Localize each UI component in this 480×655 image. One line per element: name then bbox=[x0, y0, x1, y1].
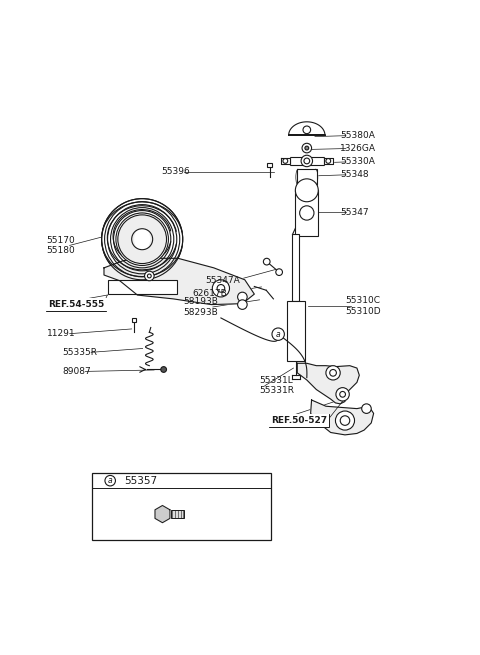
Text: 55310C
55310D: 55310C 55310D bbox=[345, 296, 381, 316]
Circle shape bbox=[300, 206, 314, 220]
Polygon shape bbox=[155, 506, 170, 523]
Polygon shape bbox=[104, 258, 254, 305]
Circle shape bbox=[304, 158, 310, 164]
Circle shape bbox=[305, 146, 309, 150]
Text: 55335R: 55335R bbox=[62, 348, 97, 357]
Text: REF.50-527: REF.50-527 bbox=[271, 416, 327, 425]
Text: 62617B: 62617B bbox=[192, 289, 227, 297]
Circle shape bbox=[336, 411, 355, 430]
Polygon shape bbox=[311, 400, 373, 435]
Bar bbox=[289, 157, 324, 165]
Circle shape bbox=[147, 274, 151, 278]
Circle shape bbox=[330, 369, 336, 376]
Bar bbox=[295, 191, 318, 236]
Text: 55347A: 55347A bbox=[205, 276, 240, 285]
Circle shape bbox=[301, 155, 312, 166]
Polygon shape bbox=[281, 158, 289, 164]
Circle shape bbox=[295, 179, 318, 202]
Circle shape bbox=[340, 392, 346, 397]
Bar bbox=[297, 169, 317, 185]
Text: 55347: 55347 bbox=[340, 208, 369, 217]
Circle shape bbox=[161, 367, 167, 372]
Circle shape bbox=[302, 143, 312, 153]
Text: REF.54-555: REF.54-555 bbox=[48, 300, 105, 309]
Text: 55331L
55331R: 55331L 55331R bbox=[259, 376, 294, 396]
Text: REF.54-555: REF.54-555 bbox=[48, 300, 105, 309]
Polygon shape bbox=[297, 364, 360, 404]
Text: 55348: 55348 bbox=[340, 170, 369, 179]
Text: 11291: 11291 bbox=[47, 329, 75, 338]
Circle shape bbox=[362, 404, 371, 413]
Text: 55396: 55396 bbox=[161, 168, 190, 176]
Polygon shape bbox=[324, 158, 333, 164]
Text: 1326GA: 1326GA bbox=[340, 144, 376, 153]
Text: 58193B
58293B: 58193B 58293B bbox=[184, 297, 218, 316]
Text: 55357: 55357 bbox=[124, 476, 157, 486]
Text: 89087: 89087 bbox=[62, 367, 91, 376]
Ellipse shape bbox=[135, 229, 149, 250]
Text: 55330A: 55330A bbox=[340, 157, 375, 166]
Circle shape bbox=[326, 365, 340, 380]
Circle shape bbox=[276, 269, 282, 276]
Circle shape bbox=[336, 388, 349, 401]
Circle shape bbox=[303, 126, 311, 134]
Text: REF.50-527: REF.50-527 bbox=[271, 416, 327, 425]
Bar bbox=[287, 301, 305, 361]
Circle shape bbox=[217, 284, 225, 292]
Bar bbox=[92, 473, 271, 540]
Bar bbox=[292, 234, 299, 301]
Bar bbox=[108, 280, 177, 293]
Circle shape bbox=[144, 271, 154, 281]
Polygon shape bbox=[288, 122, 325, 135]
Circle shape bbox=[238, 292, 247, 302]
Text: a: a bbox=[108, 476, 112, 485]
Bar bbox=[132, 318, 136, 322]
Circle shape bbox=[212, 280, 229, 297]
Circle shape bbox=[105, 476, 116, 486]
Circle shape bbox=[118, 215, 167, 263]
Bar bbox=[171, 510, 184, 518]
Circle shape bbox=[264, 258, 270, 265]
Circle shape bbox=[102, 198, 183, 280]
Text: a: a bbox=[276, 329, 280, 339]
Circle shape bbox=[272, 328, 284, 341]
Bar bbox=[267, 163, 272, 167]
Circle shape bbox=[238, 300, 247, 309]
Circle shape bbox=[132, 229, 153, 250]
Circle shape bbox=[326, 159, 331, 163]
Text: 55170
55180: 55170 55180 bbox=[47, 236, 75, 255]
Circle shape bbox=[116, 213, 168, 265]
Circle shape bbox=[283, 159, 288, 163]
Text: 55380A: 55380A bbox=[340, 131, 375, 140]
Circle shape bbox=[340, 416, 350, 425]
